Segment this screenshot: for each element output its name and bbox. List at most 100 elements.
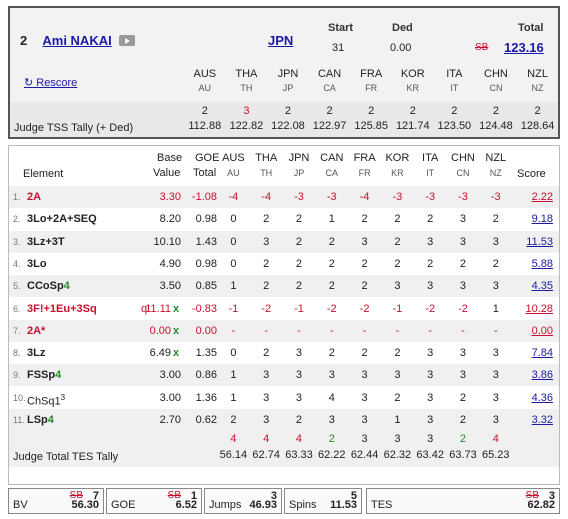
element-judge-col-can: CAN CA bbox=[315, 152, 348, 178]
judge-score: 3 bbox=[295, 369, 303, 382]
bonus-x-marker: x bbox=[173, 302, 180, 315]
element-score-link[interactable]: 4.35 bbox=[531, 280, 553, 293]
element-row: 3. 3Lz+3T 10.10 1.43 0 3 2 2 3 2 3 3 3 11.53 bbox=[9, 230, 559, 253]
judge-score: 3 bbox=[427, 235, 434, 248]
judge-country-code: CAN bbox=[320, 152, 344, 164]
element-score-link[interactable]: 7.84 bbox=[531, 347, 553, 360]
element-score-link[interactable]: 3.32 bbox=[531, 414, 553, 426]
video-icon[interactable] bbox=[119, 35, 136, 46]
tssVals-4: 125.85 bbox=[354, 120, 388, 132]
judge-country-code: FRA bbox=[360, 68, 383, 80]
element-judge-col-jpn: JPN JP bbox=[283, 152, 316, 178]
judge-score: -4 bbox=[359, 191, 370, 203]
tesRanks-1: 4 bbox=[263, 433, 270, 445]
tssRanks-4: 2 bbox=[368, 105, 375, 117]
elements-panel: Element Base Value GOE Total AUS AU THA TH J… bbox=[8, 145, 560, 485]
element-name: ChSq13 bbox=[27, 392, 66, 408]
judge-score: 3 bbox=[361, 414, 368, 426]
tesRanks-6: 3 bbox=[427, 433, 434, 445]
judge-score: 3 bbox=[328, 369, 335, 382]
judge-country-short: CA bbox=[323, 83, 336, 93]
element-score-link[interactable]: 2.22 bbox=[531, 191, 553, 203]
judge-score: 1 bbox=[230, 369, 237, 382]
judge-col-fra: FRA FR bbox=[350, 68, 392, 93]
judge-score: 3 bbox=[459, 347, 467, 360]
judge-score: 0 bbox=[230, 257, 237, 270]
skater-line: 2 Ami NAKAI bbox=[20, 33, 136, 48]
element-score-link[interactable]: 9.18 bbox=[531, 213, 553, 226]
tss-tally-row: Judge TSS Tally (+ Ded) 2 3 2 2 2 2 2 2 2 112.88… bbox=[10, 102, 558, 137]
element-goe: 0.98 bbox=[195, 257, 217, 270]
tes-values: 56.14 62.74 63.33 62.22 62.44 62.32 63.42 63.73… bbox=[217, 449, 512, 461]
tes-rank: 3 bbox=[548, 490, 555, 502]
judge-score: 3 bbox=[427, 347, 434, 360]
tssRanks-8: 2 bbox=[534, 105, 541, 117]
ded-label: Ded bbox=[392, 22, 413, 34]
tesVals-7: 63.73 bbox=[449, 449, 477, 461]
tssVals-7: 124.48 bbox=[479, 120, 513, 132]
element-score-link[interactable]: 5.88 bbox=[531, 257, 553, 270]
judge-score: 3 bbox=[295, 347, 303, 360]
judge-score: 2 bbox=[263, 213, 270, 226]
element-base-value: 6.49 bbox=[149, 347, 171, 360]
judge-score: -3 bbox=[326, 191, 337, 203]
tssRanks-3: 2 bbox=[326, 105, 333, 117]
element-score-link[interactable]: 3.86 bbox=[531, 369, 553, 382]
spins-value: 11.53 bbox=[330, 499, 357, 511]
skater-name-link[interactable]: Ami NAKAI bbox=[42, 33, 112, 48]
judge-country-short: JP bbox=[282, 83, 294, 93]
judge-score: 2 bbox=[394, 347, 401, 360]
judge-country-code: JPN bbox=[277, 68, 299, 80]
judge-country-short: IT bbox=[450, 83, 459, 93]
element-judge-col-ita: ITA IT bbox=[414, 152, 447, 178]
judge-country-short: TH bbox=[240, 83, 253, 93]
judge-country-short: FR bbox=[365, 83, 378, 93]
element-flag: q! bbox=[141, 302, 151, 315]
nation-link[interactable]: JPN bbox=[268, 33, 294, 48]
judge-country-code: NZL bbox=[485, 152, 507, 164]
judge-score: -3 bbox=[425, 191, 436, 203]
judge-col-jpn: JPN JP bbox=[267, 68, 309, 93]
total-score-link[interactable]: 123.16 bbox=[504, 40, 544, 55]
element-number: 3. bbox=[13, 236, 21, 247]
element-name: 2A bbox=[27, 191, 42, 203]
bonus-x-marker: x bbox=[173, 347, 180, 360]
element-row: 10. ChSq13 3.00 1.36 1 3 3 4 3 2 3 2 3 4.36 bbox=[9, 387, 559, 409]
judge-country-code: ITA bbox=[446, 68, 463, 80]
judge-score: 2 bbox=[263, 347, 270, 360]
element-score-link[interactable]: 11.53 bbox=[526, 235, 553, 248]
judge-col-tha: THA TH bbox=[226, 68, 268, 93]
skater-rank: 2 bbox=[20, 33, 28, 48]
tssVals-8: 128.64 bbox=[520, 120, 555, 132]
judge-score: 1 bbox=[492, 302, 499, 315]
rescore-link[interactable]: ↻ Rescore bbox=[24, 77, 78, 89]
tesVals-4: 62.44 bbox=[350, 449, 379, 461]
judge-country-code: CHN bbox=[451, 152, 475, 164]
judge-score: 2 bbox=[328, 280, 335, 293]
ded-value: 0.00 bbox=[390, 42, 412, 54]
judge-score: 2 bbox=[230, 414, 237, 426]
judge-score: 0 bbox=[230, 347, 237, 360]
judge-score: 2 bbox=[394, 235, 401, 248]
element-score-link[interactable]: 0.00 bbox=[531, 324, 553, 337]
element-score-link[interactable]: 10.28 bbox=[525, 302, 553, 315]
judge-country-code: THA bbox=[235, 68, 258, 80]
tesVals-3: 62.22 bbox=[318, 449, 346, 461]
tes-value: 62.82 bbox=[527, 499, 555, 511]
judge-score: -2 bbox=[458, 302, 468, 315]
element-name: 2A* bbox=[27, 324, 46, 337]
element-base-value: 0.00 bbox=[149, 324, 171, 337]
judge-country-header: AUS AU THA TH JPN JP CAN CA FRA FR KOR KR ITA IT CHN CN… bbox=[184, 68, 558, 93]
judge-score: 2 bbox=[459, 391, 467, 404]
element-row: 9. FSSp4 3.00 0.86 1 3 3 3 3 3 3 3 3 3.86 bbox=[9, 364, 559, 387]
element-base-value: 3.00 bbox=[159, 369, 181, 382]
element-score-link[interactable]: 4.36 bbox=[531, 391, 553, 404]
judge-score: 2 bbox=[295, 213, 303, 226]
judge-col-aus: AUS AU bbox=[184, 68, 226, 93]
value-col-header: Value bbox=[153, 167, 181, 179]
judge-score: 2 bbox=[492, 257, 499, 270]
judge-score: 3 bbox=[263, 391, 270, 404]
judge-score: 2 bbox=[394, 257, 401, 270]
element-base-value: 3.00 bbox=[159, 391, 181, 404]
judge-score: 2 bbox=[361, 347, 368, 360]
